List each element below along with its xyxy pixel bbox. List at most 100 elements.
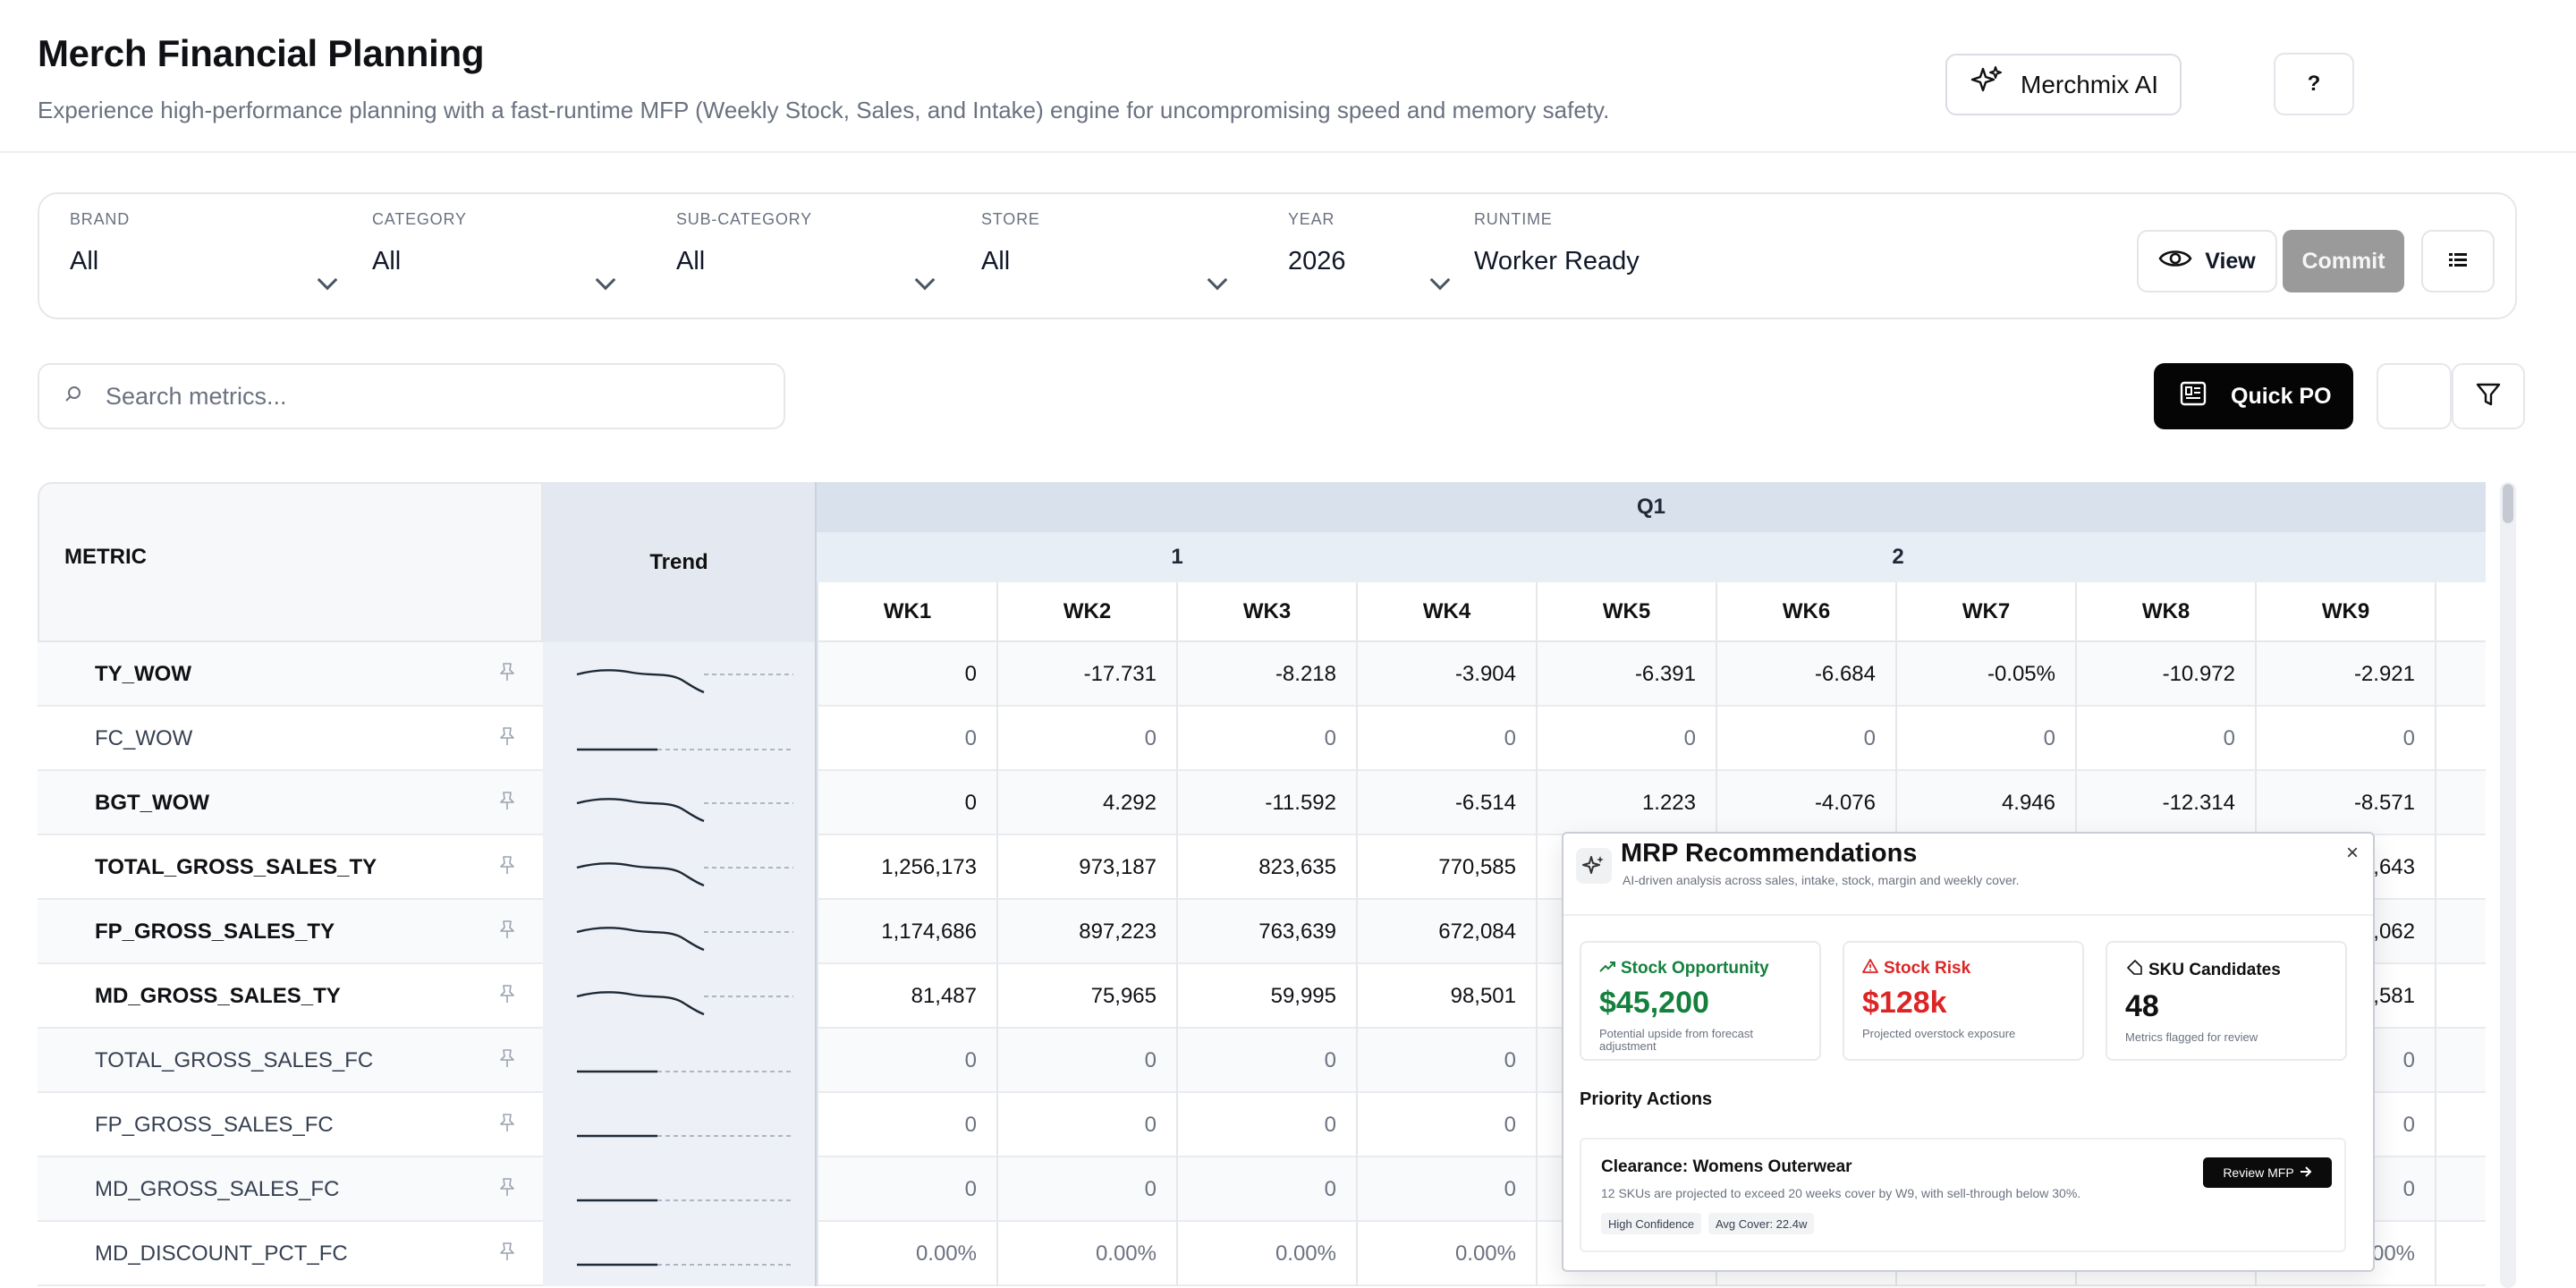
- table-cell[interactable]: 0: [1356, 707, 1536, 771]
- quick-po-button[interactable]: Quick PO: [2154, 363, 2353, 429]
- table-cell[interactable]: -3.904: [1356, 642, 1536, 707]
- table-cell[interactable]: 59,995: [1176, 964, 1356, 1029]
- pin-icon[interactable]: [498, 1241, 516, 1263]
- table-cell[interactable]: 763,639: [1176, 900, 1356, 964]
- table-cell[interactable]: 0.00%: [1176, 1222, 1356, 1286]
- table-cell[interactable]: -2.921: [2255, 642, 2435, 707]
- table-cell[interactable]: 98,501: [1356, 964, 1536, 1029]
- table-row[interactable]: BGT_WOW 0 4.292 -11.592 -6.514 1.223 -4.076 4.9…: [38, 771, 2486, 835]
- toolbar-blank-button[interactable]: [2377, 363, 2452, 429]
- table-cell[interactable]: 0: [817, 1029, 996, 1093]
- table-cell[interactable]: 0: [1176, 1157, 1356, 1222]
- merchmix-ai-button[interactable]: Merchmix AI: [1945, 54, 2182, 115]
- grid-scrollbar[interactable]: [2500, 482, 2516, 1288]
- table-cell[interactable]: 0: [1176, 1093, 1356, 1157]
- table-cell[interactable]: -11.592: [1176, 771, 1356, 835]
- table-cell[interactable]: 0: [1176, 707, 1356, 771]
- pin-icon[interactable]: [498, 855, 516, 877]
- table-cell[interactable]: 0: [1895, 707, 2075, 771]
- table-cell[interactable]: 0.00%: [996, 1222, 1176, 1286]
- table-cell[interactable]: 0: [996, 707, 1176, 771]
- table-row[interactable]: FC_WOW 0 0 0 0 0 0 0 0 0: [38, 707, 2486, 771]
- store-filter[interactable]: STORE All: [981, 210, 1241, 291]
- year-filter[interactable]: YEAR 2026: [1288, 210, 1467, 291]
- help-button[interactable]: ?: [2274, 53, 2354, 115]
- table-cell[interactable]: [1536, 835, 1716, 900]
- pin-icon[interactable]: [498, 1177, 516, 1199]
- table-cell[interactable]: -10.972: [2075, 642, 2255, 707]
- review-mfp-button[interactable]: Review MFP: [2203, 1157, 2332, 1188]
- table-cell[interactable]: 0: [1176, 1029, 1356, 1093]
- table-cell[interactable]: 0: [996, 1157, 1176, 1222]
- table-cell[interactable]: 0: [1356, 1157, 1536, 1222]
- table-cell[interactable]: [1536, 1093, 1716, 1157]
- table-cell[interactable]: 0: [996, 1093, 1176, 1157]
- brand-filter[interactable]: BRAND All: [70, 210, 338, 291]
- table-cell[interactable]: -6.684: [1716, 642, 1895, 707]
- pin-icon[interactable]: [498, 662, 516, 683]
- table-cell[interactable]: [1536, 900, 1716, 964]
- table-cell[interactable]: 672,084: [1356, 900, 1536, 964]
- table-row[interactable]: FP_GROSS_SALES_FC 0 0 0 0 0: [38, 1093, 2486, 1157]
- table-cell[interactable]: 0: [2255, 707, 2435, 771]
- scrollbar-thumb[interactable]: [2503, 484, 2513, 523]
- table-cell[interactable]: -4.076: [1716, 771, 1895, 835]
- table-cell[interactable]: 1,174,686: [817, 900, 996, 964]
- table-cell[interactable]: 81,487: [817, 964, 996, 1029]
- table-cell[interactable]: -12.314: [2075, 771, 2255, 835]
- table-cell[interactable]: -6.514: [1356, 771, 1536, 835]
- table-cell[interactable]: 0: [817, 707, 996, 771]
- subcategory-filter[interactable]: SUB-CATEGORY All: [676, 210, 945, 291]
- table-cell[interactable]: 0.00%: [1356, 1222, 1536, 1286]
- table-cell[interactable]: -8.571: [2255, 771, 2435, 835]
- table-cell[interactable]: [1536, 1029, 1716, 1093]
- table-cell[interactable]: [1536, 964, 1716, 1029]
- table-cell[interactable]: 1.223: [1536, 771, 1716, 835]
- document-icon: [2179, 379, 2207, 414]
- table-row[interactable]: MD_GROSS_SALES_TY 81,487 75,965 59,995 98,50…: [38, 964, 2486, 1029]
- pin-icon[interactable]: [498, 1048, 516, 1070]
- table-cell[interactable]: 0: [817, 1093, 996, 1157]
- table-cell[interactable]: [1536, 1222, 1716, 1286]
- table-cell[interactable]: [1536, 1157, 1716, 1222]
- table-cell[interactable]: 0: [1356, 1029, 1536, 1093]
- pin-icon[interactable]: [498, 726, 516, 748]
- table-cell[interactable]: 0: [817, 1157, 996, 1222]
- search-input[interactable]: [106, 382, 732, 411]
- table-row[interactable]: TOTAL_GROSS_SALES_TY 1,256,173 973,187 823,…: [38, 835, 2486, 900]
- pin-icon[interactable]: [498, 919, 516, 941]
- table-cell[interactable]: 823,635: [1176, 835, 1356, 900]
- table-cell[interactable]: -17.731: [996, 642, 1176, 707]
- table-cell[interactable]: 4.292: [996, 771, 1176, 835]
- table-cell[interactable]: 0: [996, 1029, 1176, 1093]
- table-cell[interactable]: 0: [817, 771, 996, 835]
- table-cell[interactable]: 0: [1716, 707, 1895, 771]
- table-cell[interactable]: 770,585: [1356, 835, 1536, 900]
- layout-toggle-button[interactable]: [2421, 230, 2495, 292]
- table-cell[interactable]: 0: [817, 642, 996, 707]
- table-cell[interactable]: 973,187: [996, 835, 1176, 900]
- close-icon[interactable]: ×: [2345, 841, 2359, 865]
- table-row[interactable]: TY_WOW 0 -17.731 -8.218 -3.904 -6.391 -6.684 -0…: [38, 642, 2486, 707]
- table-cell[interactable]: 0: [1536, 707, 1716, 771]
- table-cell[interactable]: 897,223: [996, 900, 1176, 964]
- search-box[interactable]: [38, 363, 785, 429]
- pin-icon[interactable]: [498, 791, 516, 812]
- table-cell[interactable]: 75,965: [996, 964, 1176, 1029]
- commit-button[interactable]: Commit: [2283, 230, 2404, 292]
- table-cell[interactable]: ,581: [2255, 964, 2435, 1029]
- table-cell[interactable]: 0: [2075, 707, 2255, 771]
- table-cell[interactable]: -8.218: [1176, 642, 1356, 707]
- category-filter[interactable]: CATEGORY All: [372, 210, 631, 291]
- table-cell[interactable]: -6.391: [1536, 642, 1716, 707]
- table-cell[interactable]: 4.946: [1895, 771, 2075, 835]
- table-row[interactable]: MD_DISCOUNT_PCT_FC 0.00% 0.00% 0.00% 0.00% .0…: [38, 1222, 2486, 1286]
- table-cell[interactable]: 0.00%: [817, 1222, 996, 1286]
- table-cell[interactable]: 0: [1356, 1093, 1536, 1157]
- pin-icon[interactable]: [498, 984, 516, 1005]
- pin-icon[interactable]: [498, 1113, 516, 1134]
- table-cell[interactable]: -0.05%: [1895, 642, 2075, 707]
- filter-button[interactable]: [2452, 363, 2525, 429]
- table-cell[interactable]: 1,256,173: [817, 835, 996, 900]
- view-button[interactable]: View: [2137, 230, 2277, 292]
